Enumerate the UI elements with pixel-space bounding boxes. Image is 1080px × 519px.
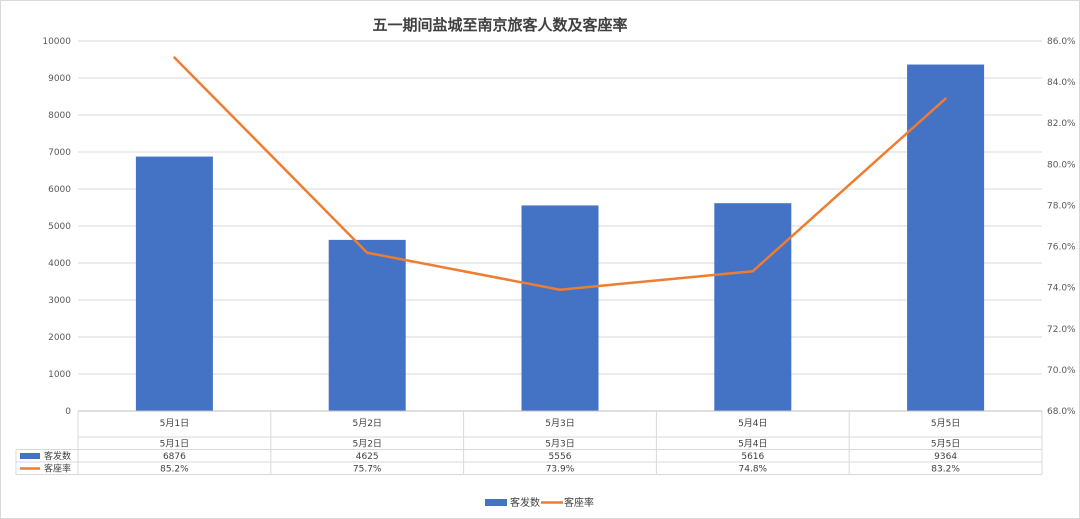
legend: 客发数 客座率 [485, 496, 594, 509]
table-header-cell: 5月5日 [931, 439, 960, 450]
table-cell: 6876 [163, 452, 186, 462]
y-right-tick-label: 76.0% [1047, 243, 1076, 253]
bar [521, 205, 599, 411]
table-cell: 5616 [741, 452, 764, 462]
bar [714, 203, 792, 411]
table-header-cell: 5月3日 [545, 439, 574, 450]
table-row-label: 客发数 [44, 450, 71, 462]
y-right-tick-label: 78.0% [1047, 201, 1076, 211]
x-axis: 5月1日 5月2日 5月3日 5月4日 5月5日 [77, 410, 1043, 437]
line-point [173, 56, 176, 59]
y-right-tick-label: 84.0% [1047, 78, 1076, 88]
y-right-tick-label: 82.0% [1047, 119, 1076, 129]
table-cell: 5556 [549, 452, 572, 462]
chart-title: 五一期间盐城至南京旅客人数及客座率 [372, 16, 627, 34]
y-left-tick-label: 5000 [48, 222, 71, 232]
table-header-cell: 5月4日 [738, 439, 767, 450]
y-right-tick-label: 72.0% [1047, 325, 1076, 335]
bar [328, 239, 406, 411]
line-point [751, 270, 754, 273]
y-left-tick-label: 7000 [48, 148, 71, 158]
y-left-tick-label: 6000 [48, 185, 71, 195]
line-point [944, 97, 947, 100]
y-left-tick-label: 0 [65, 407, 71, 417]
y-left-tick-label: 2000 [48, 333, 71, 343]
table-cell: 9364 [934, 452, 957, 462]
line-point [366, 251, 369, 254]
y-left-tick-label: 1000 [48, 370, 71, 380]
y-right-tick-label: 70.0% [1047, 366, 1076, 376]
y-right-tick-label: 80.0% [1047, 160, 1076, 170]
y-axis-right: 68.0% 70.0% 72.0% 74.0% 76.0% 78.0% 80.0% 82.0%… [1047, 37, 1076, 417]
x-tick-label: 5月3日 [545, 418, 574, 429]
table-cell: 74.8% [739, 465, 768, 475]
line-point [558, 288, 562, 291]
table-cell: 4625 [356, 452, 379, 462]
y-right-tick-label: 74.0% [1047, 284, 1076, 294]
y-axis-left: 0 1000 2000 3000 4000 5000 6000 7000 8000 9000 100… [42, 37, 71, 417]
x-tick-label: 5月1日 [160, 418, 189, 429]
legend-key-bar [485, 499, 507, 506]
y-right-tick-label: 68.0% [1047, 407, 1076, 417]
legend-label: 客发数 [510, 496, 540, 509]
table-legend-key-bar [20, 453, 40, 459]
line-series [173, 56, 947, 291]
y-left-tick-label: 3000 [48, 296, 71, 306]
table-cell: 83.2% [931, 465, 960, 475]
gridlines [78, 40, 1042, 375]
table-row-label: 客座率 [44, 463, 71, 475]
x-tick-label: 5月4日 [738, 418, 767, 429]
y-left-tick-label: 8000 [48, 111, 71, 121]
y-left-tick-label: 9000 [48, 74, 71, 84]
table-cell: 85.2% [160, 465, 189, 475]
table-header-cell: 5月1日 [160, 439, 189, 450]
bar [907, 64, 985, 412]
legend-label: 客座率 [564, 496, 594, 509]
y-right-tick-label: 86.0% [1047, 37, 1076, 47]
bar [135, 156, 213, 411]
table-cell: 73.9% [546, 465, 575, 475]
y-left-tick-label: 10000 [42, 37, 71, 47]
table-header-cell: 5月2日 [352, 439, 381, 450]
table-cell: 75.7% [353, 465, 382, 475]
x-tick-label: 5月2日 [352, 418, 381, 429]
y-left-tick-label: 4000 [48, 259, 71, 269]
x-tick-label: 5月5日 [931, 418, 960, 429]
